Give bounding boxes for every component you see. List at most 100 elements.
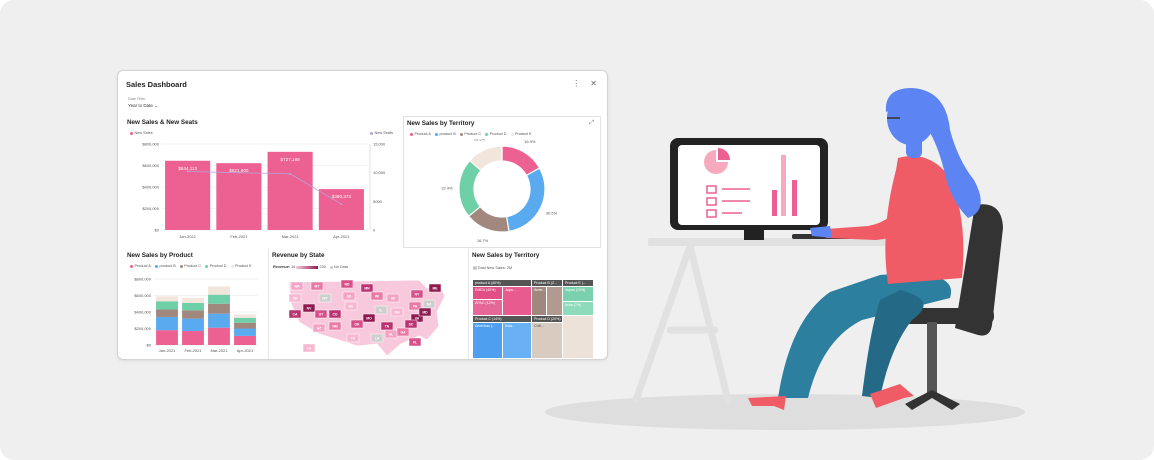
state-region[interactable] — [342, 291, 356, 301]
more-vert-icon[interactable]: ⋮ — [572, 79, 581, 88]
stacked-bar-segment[interactable] — [234, 328, 256, 336]
treemap-cell[interactable]: India (7%) — [563, 302, 593, 315]
state-region[interactable] — [418, 307, 432, 317]
person-legs — [778, 273, 952, 398]
date-filter-dropdown[interactable]: Year to Date ⌄ — [128, 103, 158, 109]
panel-revenue-state[interactable]: Revenue by State Revenue: 16 230 No Data… — [268, 249, 465, 359]
state-region[interactable] — [370, 291, 384, 301]
treemap-cell[interactable]: Inda... — [503, 323, 531, 358]
y2-tick-label: 0 — [373, 228, 376, 233]
state-region[interactable] — [350, 319, 364, 329]
state-region[interactable] — [370, 333, 384, 343]
state-region[interactable] — [360, 283, 374, 293]
treemap-cell[interactable]: EMEA (40%) — [473, 287, 502, 299]
legend-label: Product C — [464, 132, 482, 136]
state-region[interactable] — [410, 289, 424, 299]
panel-new-sales-seats[interactable]: New Sales & New Seats New Sales New Seat… — [124, 116, 399, 246]
bar-data-label: $621,600 — [229, 168, 249, 173]
bar[interactable] — [216, 163, 262, 230]
state-region[interactable] — [362, 313, 376, 323]
stacked-bar-segment[interactable] — [156, 330, 178, 345]
state-region[interactable] — [390, 307, 404, 317]
state-region[interactable] — [374, 305, 388, 315]
person-arm — [826, 188, 930, 240]
stacked-bar-segment[interactable] — [156, 296, 178, 302]
state-region[interactable] — [340, 279, 354, 289]
stacked-bar-segment[interactable] — [182, 297, 204, 303]
state-region[interactable] — [396, 327, 410, 337]
stacked-bar-segment[interactable] — [182, 330, 204, 345]
stacked-bar-segment[interactable] — [208, 303, 230, 314]
state-region[interactable] — [302, 303, 316, 313]
state-region[interactable] — [328, 321, 342, 331]
person-leg-back — [862, 290, 924, 398]
legend-item: Product E — [230, 264, 252, 268]
state-region[interactable] — [386, 293, 400, 303]
stacked-bar-segment[interactable] — [208, 294, 230, 304]
stacked-bar-segment[interactable] — [182, 302, 204, 311]
stacked-bar-segment[interactable] — [156, 309, 178, 317]
y-tick-label: $200,000 — [134, 326, 151, 331]
line-point[interactable] — [289, 172, 292, 175]
stacked-bar-segment[interactable] — [208, 327, 230, 345]
treemap-cell[interactable]: APAC (12%) — [473, 300, 502, 315]
treemap-cell[interactable]: Japan (13%) — [563, 287, 593, 301]
bar-data-label: $380,373 — [332, 194, 352, 199]
keyboard — [792, 234, 864, 239]
state-label: NE — [349, 304, 354, 308]
state-region[interactable] — [302, 343, 316, 353]
state-region[interactable] — [318, 293, 332, 303]
person-neck — [906, 128, 922, 158]
state-region[interactable] — [290, 281, 304, 291]
state-region[interactable] — [312, 323, 326, 333]
bar[interactable] — [318, 189, 364, 230]
treemap-cell[interactable]: Americas (... — [473, 323, 502, 358]
state-region[interactable] — [344, 301, 358, 311]
treemap-cell[interactable]: Chill... — [532, 323, 562, 358]
state-label: WY — [322, 296, 328, 300]
stacked-bar-segment[interactable] — [234, 335, 256, 345]
state-region[interactable] — [288, 309, 302, 319]
state-region[interactable] — [328, 309, 342, 319]
stacked-bar-segment[interactable] — [182, 318, 204, 331]
donut-slice[interactable] — [458, 159, 482, 218]
line-point[interactable] — [186, 170, 189, 173]
bar[interactable] — [267, 151, 313, 230]
desk-top — [648, 238, 918, 246]
state-label: PA — [413, 304, 418, 308]
panel-treemap[interactable]: New Sales by Territory ▤ Total New Sales… — [468, 249, 600, 359]
stacked-bar-segment[interactable] — [156, 301, 178, 310]
treemap-cell[interactable]: Amer... — [532, 287, 546, 315]
state-region[interactable] — [346, 333, 360, 343]
donut-slice[interactable] — [505, 167, 546, 233]
stacked-bar-segment[interactable] — [208, 286, 230, 295]
donut-slice[interactable] — [468, 145, 503, 172]
state-region[interactable] — [314, 309, 328, 319]
panel-title: New Sales & New Seats — [127, 119, 198, 126]
legend-label: New Sales — [134, 131, 153, 135]
stacked-bar-segment[interactable] — [182, 310, 204, 319]
dashboard-title: Sales Dashboard — [126, 80, 187, 89]
stacked-bar-segment[interactable] — [208, 313, 230, 328]
state-region[interactable] — [428, 283, 442, 293]
line-point[interactable] — [340, 203, 343, 206]
stacked-bar-segment[interactable] — [156, 316, 178, 331]
state-region[interactable] — [288, 293, 302, 303]
treemap-cell[interactable] — [547, 287, 562, 315]
state-region[interactable] — [408, 301, 422, 311]
state-region[interactable] — [404, 319, 418, 329]
stacked-bar-segment[interactable] — [234, 314, 256, 318]
treemap-cell[interactable] — [563, 316, 593, 358]
treemap: product A (40%) Product B (2... Product … — [473, 280, 593, 358]
panel-territory-donut[interactable]: New Sales by Territory ⤢ Product A produc… — [403, 116, 601, 248]
treemap-cell[interactable]: Japa... — [503, 287, 531, 315]
stacked-bar-segment[interactable] — [234, 322, 256, 329]
stacked-bar-segment[interactable] — [234, 317, 256, 323]
line-point[interactable] — [237, 171, 240, 174]
expand-icon[interactable]: ⤢ — [589, 120, 594, 126]
close-icon[interactable]: ✕ — [590, 79, 597, 88]
state-region[interactable] — [310, 281, 324, 291]
state-region[interactable] — [408, 337, 422, 347]
state-label: MT — [315, 284, 321, 288]
